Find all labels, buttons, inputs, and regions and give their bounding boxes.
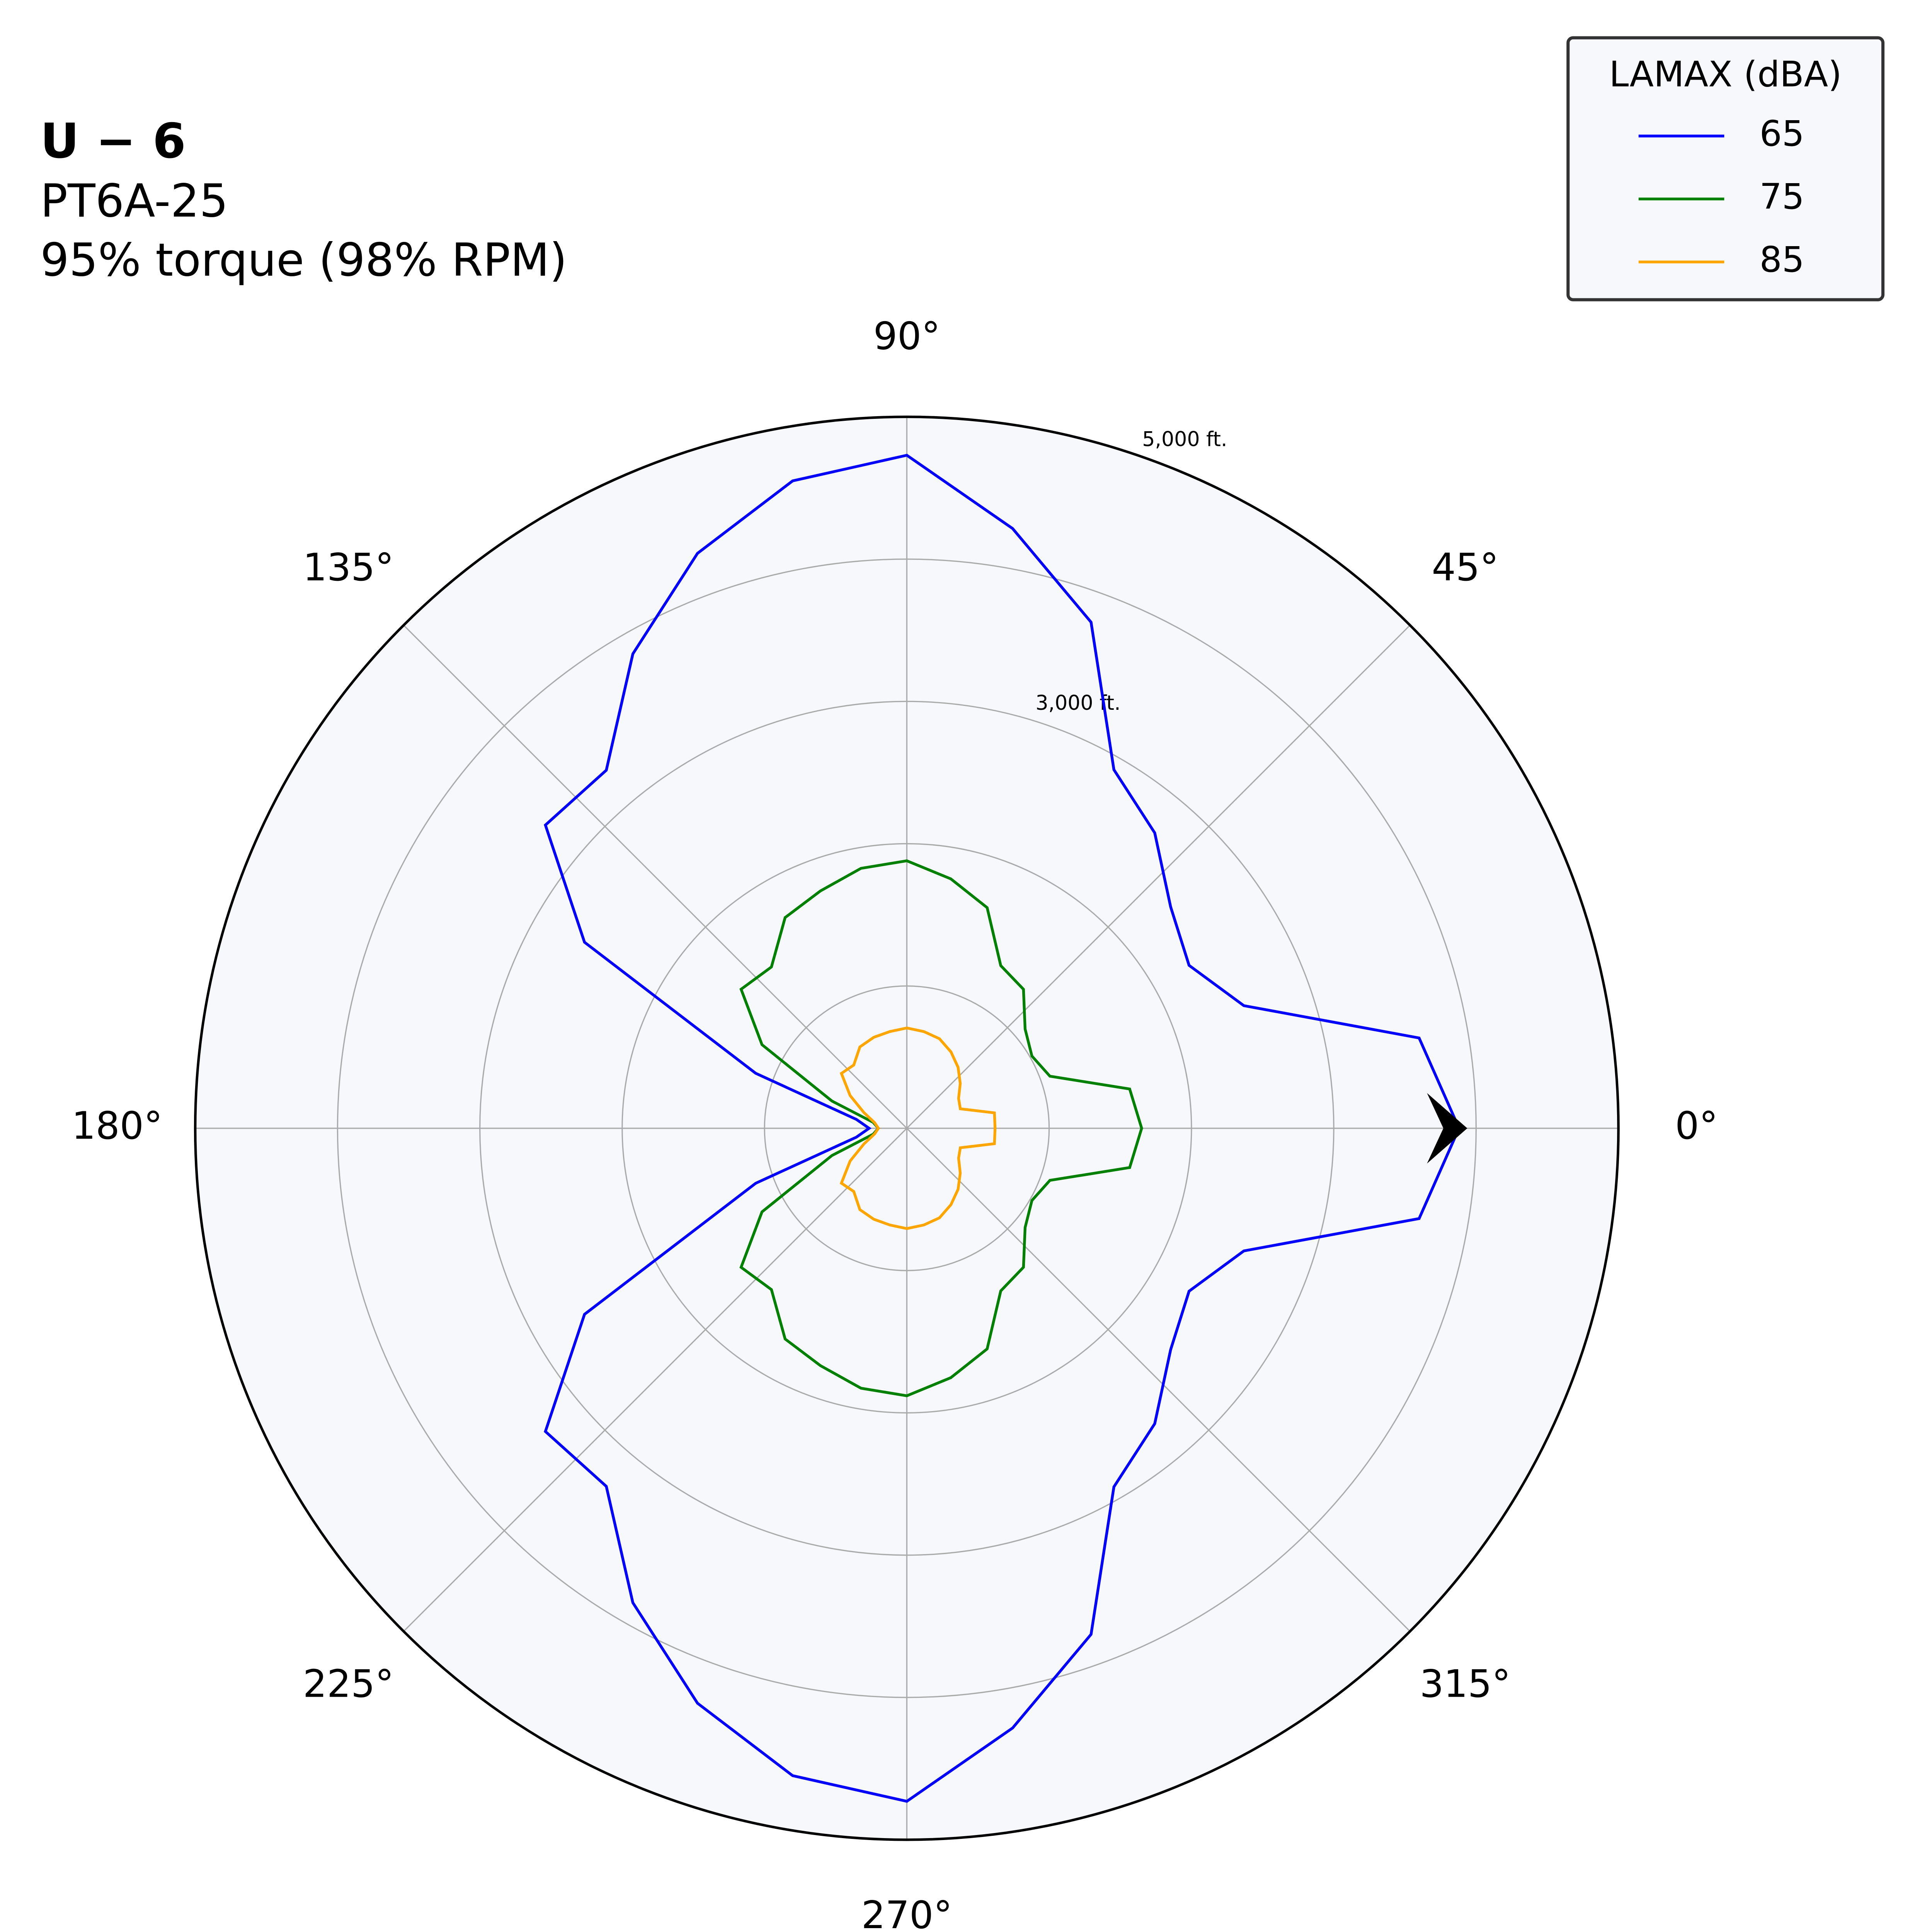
grid-ring <box>479 701 1335 1556</box>
grid-spoke <box>403 1128 907 1632</box>
legend-label: 85 <box>1760 239 1804 280</box>
chart-subtitle: PT6A-25 <box>40 175 228 228</box>
series-line <box>839 1026 997 1230</box>
theta-tick-label: 135° <box>303 546 394 590</box>
heading-arrow <box>1427 1093 1467 1164</box>
plot-area: 0° 45° 90° 135° 180° 225° 270° 315° 3,000 ft. 5,0… <box>71 315 1718 1932</box>
grid-spoke <box>403 624 907 1129</box>
legend-label: 65 <box>1760 113 1804 154</box>
r-tick-label: 5,000 ft. <box>1142 428 1227 451</box>
legend-box <box>1566 36 1885 301</box>
theta-tick-label: 315° <box>1420 1662 1510 1706</box>
grid-ring <box>621 843 1192 1414</box>
chart-title: U − 6 <box>40 113 186 169</box>
grid-ring <box>764 985 1050 1271</box>
r-tick-label: 3,000 ft. <box>1035 692 1120 715</box>
chart-subtitle: 95% torque (98% RPM) <box>40 234 567 287</box>
theta-tick-label: 0° <box>1675 1104 1718 1148</box>
legend-label: 75 <box>1760 176 1804 217</box>
series-line <box>544 454 1461 1803</box>
theta-tick-label: 180° <box>71 1104 162 1148</box>
legend-title: LAMAX (dBA) <box>1609 54 1842 95</box>
theta-tick-label: 270° <box>861 1893 952 1932</box>
grid-spoke <box>906 624 1411 1129</box>
theta-tick-label: 90° <box>873 315 940 359</box>
grid-spoke <box>906 1128 1411 1632</box>
legend: LAMAX (dBA) 65 75 85 <box>1566 36 1885 301</box>
theta-tick-label: 45° <box>1432 546 1499 590</box>
grid-ring <box>337 558 1477 1698</box>
theta-tick-label: 225° <box>303 1662 394 1706</box>
plot-border <box>194 415 1620 1841</box>
